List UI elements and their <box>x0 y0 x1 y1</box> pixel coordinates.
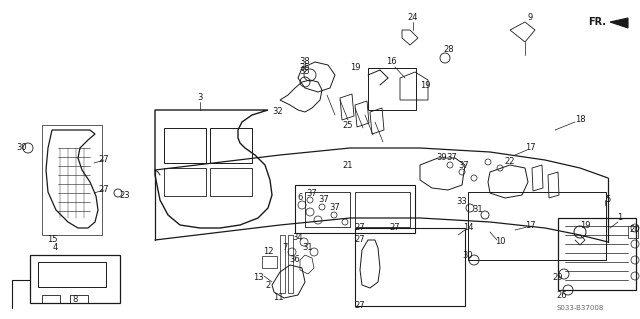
Bar <box>468 192 606 260</box>
Text: 18: 18 <box>575 115 586 124</box>
Bar <box>70 295 88 303</box>
Text: 6: 6 <box>298 194 303 203</box>
Text: S033-B37008: S033-B37008 <box>556 305 604 311</box>
Text: 11: 11 <box>273 293 284 302</box>
Text: 32: 32 <box>273 108 284 116</box>
Text: 22: 22 <box>505 158 515 167</box>
Text: 37: 37 <box>319 196 330 204</box>
Text: 27: 27 <box>99 155 109 165</box>
Bar <box>42 295 60 303</box>
Text: 36: 36 <box>290 256 300 264</box>
Text: 33: 33 <box>456 197 467 206</box>
Text: 31: 31 <box>303 243 314 253</box>
Text: 14: 14 <box>463 224 473 233</box>
Text: 7: 7 <box>282 243 288 253</box>
Text: 27: 27 <box>355 224 365 233</box>
Text: 10: 10 <box>495 238 505 247</box>
Bar <box>262 256 277 268</box>
Text: 27: 27 <box>355 235 365 244</box>
Text: 13: 13 <box>253 273 263 283</box>
Text: 37: 37 <box>307 189 317 197</box>
Text: 27: 27 <box>99 186 109 195</box>
Text: 25: 25 <box>343 121 353 130</box>
Text: 4: 4 <box>52 243 58 253</box>
Bar <box>368 68 416 110</box>
Text: 5: 5 <box>605 196 611 204</box>
Polygon shape <box>610 18 628 28</box>
Text: 37: 37 <box>459 160 469 169</box>
Text: 17: 17 <box>525 144 535 152</box>
Text: 27: 27 <box>390 224 400 233</box>
Text: 15: 15 <box>47 235 57 244</box>
Text: 28: 28 <box>444 46 454 55</box>
Text: 20: 20 <box>630 226 640 234</box>
Text: 24: 24 <box>408 13 419 23</box>
Text: 31: 31 <box>473 205 483 214</box>
Text: 26: 26 <box>557 291 567 300</box>
Text: 17: 17 <box>525 220 535 229</box>
Bar <box>164 128 206 163</box>
Text: 37: 37 <box>330 204 340 212</box>
Text: 2: 2 <box>266 280 271 290</box>
Bar <box>30 255 120 303</box>
Bar <box>305 192 350 227</box>
Text: 19: 19 <box>580 220 590 229</box>
Text: 38: 38 <box>300 57 310 66</box>
Text: 16: 16 <box>386 57 396 66</box>
Text: 23: 23 <box>120 190 131 199</box>
Bar <box>295 185 415 233</box>
Bar <box>210 128 252 163</box>
Bar <box>355 228 465 306</box>
Text: 39: 39 <box>436 153 447 162</box>
Text: 21: 21 <box>343 160 353 169</box>
Bar <box>42 125 102 235</box>
Bar <box>210 168 252 196</box>
Text: 35: 35 <box>300 68 310 77</box>
Text: 19: 19 <box>420 80 430 90</box>
Bar <box>288 235 293 293</box>
Text: 3: 3 <box>197 93 203 102</box>
Bar <box>355 192 410 227</box>
Text: 9: 9 <box>527 13 532 23</box>
Text: 37: 37 <box>447 153 458 162</box>
Bar <box>164 168 206 196</box>
Text: 8: 8 <box>72 295 77 305</box>
Text: FR.: FR. <box>588 17 606 27</box>
Bar <box>628 226 638 238</box>
Text: 19: 19 <box>349 63 360 72</box>
Bar <box>38 262 106 287</box>
Bar <box>280 235 285 293</box>
Text: 1: 1 <box>618 213 623 222</box>
Text: 12: 12 <box>263 248 273 256</box>
Text: 30: 30 <box>463 250 474 259</box>
Text: 30: 30 <box>17 144 28 152</box>
Text: 34: 34 <box>292 234 303 242</box>
Bar <box>558 218 636 290</box>
Text: 35: 35 <box>300 63 310 72</box>
Text: 27: 27 <box>355 300 365 309</box>
Text: 29: 29 <box>553 273 563 283</box>
